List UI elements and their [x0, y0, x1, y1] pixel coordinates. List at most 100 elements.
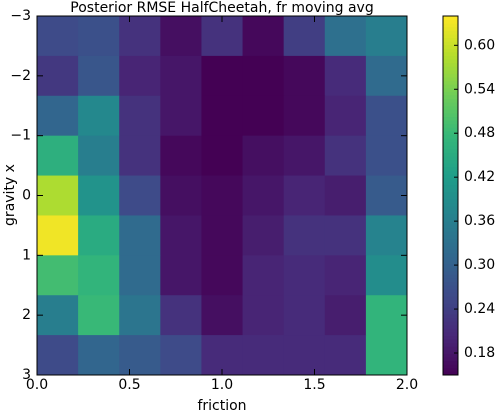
- heatmap-cell: [283, 295, 326, 336]
- colorbar-segment: [443, 33, 458, 39]
- colorbar-tick-label: 0.60: [464, 37, 495, 53]
- colorbar-frame: [442, 15, 459, 376]
- colorbar-segment: [443, 220, 458, 225]
- colorbar-segment: [443, 41, 458, 46]
- colorbar-segment: [443, 37, 458, 42]
- y-tick-label: −3: [10, 8, 31, 24]
- heatmap-cell: [283, 335, 326, 376]
- heatmap-cell: [37, 335, 79, 376]
- heatmap-cell: [37, 215, 79, 256]
- colorbar-segment: [443, 335, 458, 340]
- colorbar-segment: [443, 364, 458, 369]
- heatmap-cell: [119, 295, 161, 336]
- colorbar-segment: [443, 278, 458, 283]
- heatmap-cell: [201, 55, 244, 97]
- x-axis-label: friction: [197, 398, 246, 414]
- heatmap-cell: [78, 255, 120, 296]
- colorbar-segment: [443, 234, 458, 240]
- colorbar-segment: [443, 80, 458, 85]
- heatmap-cell: [37, 55, 79, 97]
- colorbar-tick-label: 0.48: [464, 125, 495, 141]
- chart-title: Posterior RMSE HalfCheetah, fr moving av…: [70, 0, 373, 16]
- heatmap-cell: [119, 175, 161, 216]
- colorbar-segment: [443, 127, 458, 132]
- y-tick-label: 3: [22, 367, 31, 383]
- heatmap-cell: [78, 295, 120, 336]
- colorbar-segment: [443, 342, 458, 347]
- heatmap-cell: [37, 255, 79, 296]
- heatmap-cell: [119, 95, 161, 137]
- colorbar-tick-label: 0.36: [464, 213, 495, 229]
- heatmap-cell: [324, 335, 367, 376]
- colorbar-segment: [443, 346, 458, 351]
- heatmap-cell: [78, 335, 120, 376]
- colorbar-segment: [443, 152, 458, 157]
- colorbar-segment: [443, 91, 458, 96]
- colorbar-segment: [443, 227, 458, 232]
- colorbar-segment: [443, 138, 458, 143]
- colorbar-segment: [443, 270, 458, 275]
- heatmap-cell: [201, 95, 244, 137]
- colorbar-segment: [443, 263, 458, 268]
- colorbar-tick-label: 0.42: [464, 169, 495, 185]
- heatmap-cell: [160, 55, 202, 97]
- colorbar-segment: [443, 206, 458, 211]
- colorbar-segment: [443, 134, 458, 139]
- heatmap-cell: [365, 255, 408, 296]
- colorbar-segment: [443, 19, 458, 24]
- colorbar-segment: [443, 199, 458, 204]
- heatmap-cell: [365, 95, 408, 137]
- y-tick-label: 2: [22, 307, 31, 323]
- heatmap-cell: [160, 295, 202, 336]
- colorbar-segment: [443, 256, 458, 261]
- colorbar-segment: [443, 109, 458, 114]
- y-tick-label: −2: [10, 68, 31, 84]
- x-tick-label: 1.0: [211, 377, 233, 393]
- colorbar-tick-label: 0.18: [464, 345, 495, 361]
- colorbar-segment: [443, 260, 458, 265]
- colorbar-segment: [443, 156, 458, 161]
- heatmap-cell: [201, 255, 244, 296]
- colorbar-segment: [443, 238, 458, 243]
- colorbar-segment: [443, 44, 458, 49]
- colorbar-segment: [443, 252, 458, 258]
- colorbar-segment: [443, 274, 458, 279]
- heatmap-cell: [78, 175, 120, 216]
- colorbar-segment: [443, 367, 458, 372]
- colorbar-segment: [443, 371, 458, 376]
- colorbar-segment: [443, 62, 458, 67]
- colorbar-segment: [443, 209, 458, 214]
- colorbar-tick-label: 0.24: [464, 301, 495, 317]
- heatmap-cell: [119, 215, 161, 256]
- colorbar-segment: [443, 224, 458, 229]
- heatmap-cell: [324, 95, 367, 137]
- heatmap-cell: [201, 175, 244, 216]
- heatmap-cell: [242, 175, 285, 216]
- colorbar-segment: [443, 48, 458, 53]
- colorbar-segment: [443, 306, 458, 311]
- heatmap-cell: [160, 16, 202, 57]
- colorbar-segment: [443, 292, 458, 297]
- colorbar-segment: [443, 310, 458, 315]
- y-axis-label: gravity x: [2, 164, 18, 226]
- colorbar-segment: [443, 26, 458, 31]
- heatmap-cell: [242, 135, 285, 177]
- heatmap-cell: [160, 215, 202, 256]
- heatmap-cell: [365, 55, 408, 97]
- colorbar-segment: [443, 141, 458, 146]
- colorbar-segment: [443, 66, 458, 71]
- heatmap-cell: [283, 135, 326, 177]
- colorbar-segment: [443, 59, 458, 64]
- heatmap-cell: [119, 255, 161, 296]
- colorbar-segment: [443, 51, 458, 56]
- colorbar-segment: [443, 16, 458, 21]
- colorbar-segment: [443, 55, 458, 60]
- y-tick-label: 1: [22, 247, 31, 263]
- heatmap-cell: [283, 255, 326, 296]
- colorbar-segment: [443, 112, 458, 118]
- heatmap-cell: [365, 135, 408, 177]
- colorbar-segment: [443, 130, 458, 135]
- colorbar-segment: [443, 349, 458, 354]
- colorbar-segment: [443, 303, 458, 308]
